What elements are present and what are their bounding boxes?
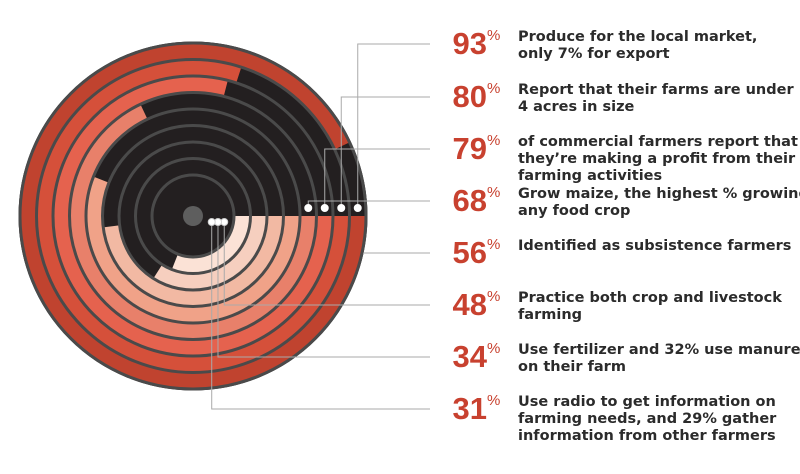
leader-line-31 — [207, 218, 430, 410]
leader-path — [340, 96, 430, 208]
stat-value: 56 — [453, 235, 487, 270]
stat-value: 80 — [453, 79, 487, 114]
ring-border — [117, 140, 269, 292]
stat-value: 68 — [453, 183, 487, 218]
stat-description-line: 4 acres in size — [518, 99, 635, 115]
stat-description-line: any food crop — [518, 203, 630, 219]
leader-line-79 — [320, 148, 430, 212]
center-dot — [183, 206, 203, 226]
ring-border — [35, 58, 351, 374]
leader-path — [211, 222, 430, 410]
leader-path — [217, 222, 430, 358]
stat-description-line: Report that their farms are under — [518, 82, 794, 98]
ring-border — [101, 124, 285, 308]
leader-line-93 — [353, 43, 430, 212]
rings-layer — [18, 41, 368, 391]
stat-description-line: farming — [518, 307, 582, 323]
stat-description-line: they’re making a profit from their — [518, 151, 796, 167]
stat-description-line: only 7% for export — [518, 46, 670, 62]
marker-dot — [320, 204, 329, 212]
stat-row-68: 68% Grow maize, the highest % growingany … — [453, 183, 800, 219]
percent-sign: % — [487, 27, 500, 44]
stat-row-93: 93% Produce for the local market,only 7% … — [453, 26, 758, 62]
ring-border — [68, 91, 318, 341]
marker-dot — [207, 218, 216, 226]
stat-description-line: farming activities — [518, 168, 662, 184]
percent-sign: % — [487, 132, 500, 149]
percent-sign: % — [487, 80, 500, 97]
percent-sign: % — [487, 288, 500, 305]
marker-dot — [304, 204, 313, 212]
stat-description-line: on their farm — [518, 359, 626, 375]
stat-value: 34 — [453, 339, 488, 374]
percent-sign: % — [487, 340, 500, 357]
stat-description-line: Practice both crop and livestock — [518, 290, 782, 306]
stat-row-79: 79% of commercial farmers report thatthey… — [453, 131, 798, 184]
stat-description-line: farming needs, and 29% gather — [518, 411, 777, 427]
stat-description-line: Identified as subsistence farmers — [518, 238, 791, 254]
leader-path — [357, 43, 430, 208]
marker-dot — [337, 204, 346, 212]
stat-row-31: 31% Use radio to get information onfarmin… — [453, 391, 778, 444]
ring-border — [84, 107, 302, 325]
percent-sign: % — [487, 392, 500, 409]
leader-lines — [207, 43, 430, 410]
ring-border — [150, 173, 236, 259]
leader-path — [223, 222, 430, 306]
stat-value: 48 — [453, 287, 487, 322]
stat-description-line: information from other farmers — [518, 428, 776, 444]
stat-value: 31 — [453, 391, 487, 426]
stat-description-line: Use radio to get information on — [518, 394, 776, 410]
stat-value: 93 — [453, 26, 487, 61]
leader-line-80 — [337, 96, 430, 212]
ring-border — [134, 157, 252, 275]
stat-labels: 93% Produce for the local market,only 7% … — [453, 26, 800, 444]
stat-description-line: of commercial farmers report that — [518, 134, 798, 150]
percent-sign: % — [487, 236, 500, 253]
ring-border — [18, 41, 368, 391]
ring-border — [51, 74, 335, 358]
stat-value: 79 — [453, 131, 487, 166]
stat-description-line: Use fertilizer and 32% use manure — [518, 342, 800, 358]
leader-line-34 — [213, 218, 430, 358]
percent-sign: % — [487, 184, 500, 201]
leader-line-68 — [304, 200, 430, 212]
stat-description-line: Produce for the local market, — [518, 29, 757, 45]
stat-description-line: Grow maize, the highest % growing — [518, 186, 800, 202]
marker-dot — [353, 204, 362, 212]
leader-path — [324, 148, 430, 208]
stat-row-48: 48% Practice both crop and livestockfarmi… — [453, 287, 783, 323]
stat-row-56: 56% Identified as subsistence farmers — [453, 235, 792, 270]
